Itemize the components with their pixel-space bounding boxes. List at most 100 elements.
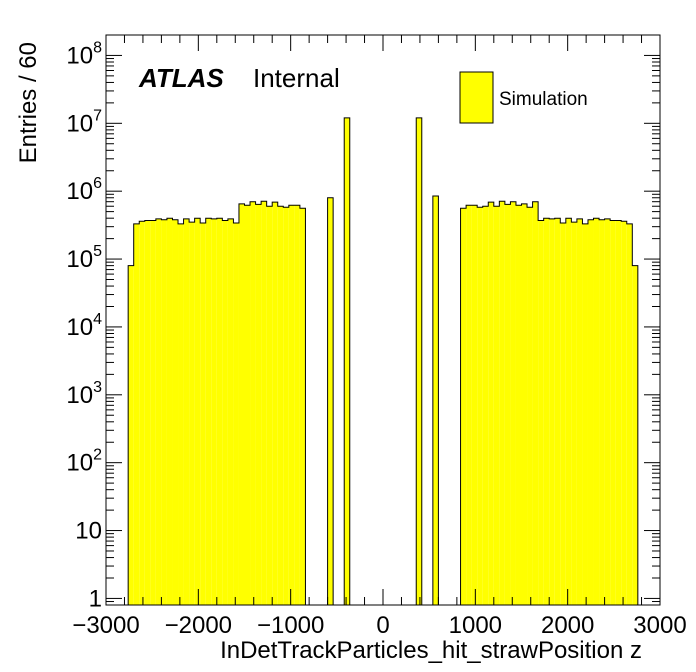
histogram-bar — [510, 201, 516, 605]
x-tick-label: 3000 — [633, 612, 686, 639]
y-tick-base: 10 — [66, 246, 93, 273]
y-tick-label: 103 — [66, 379, 102, 409]
y-tick-base: 10 — [66, 110, 93, 137]
histogram-bar — [432, 195, 439, 606]
histogram-bar — [128, 265, 134, 605]
y-tick-label: 108 — [66, 39, 102, 69]
histogram-bars — [127, 117, 639, 606]
histogram-bar — [615, 220, 622, 605]
histogram-bar — [216, 218, 223, 605]
histogram-bar — [532, 201, 539, 605]
histogram-bar — [283, 207, 289, 605]
histogram-bar — [466, 205, 472, 605]
y-tick-base: 10 — [66, 450, 93, 477]
histogram-bar — [460, 208, 467, 605]
y-tick-label: 104 — [66, 311, 102, 341]
x-tick-label: −1000 — [257, 612, 324, 639]
atlas-label: ATLAS — [138, 63, 224, 93]
histogram-bar — [571, 222, 577, 605]
x-tick-label: 2000 — [541, 612, 594, 639]
x-tick-label: −2000 — [165, 612, 232, 639]
histogram-bar — [576, 218, 583, 606]
histogram-bar — [327, 197, 334, 606]
x-tick-label: 0 — [376, 612, 389, 639]
histogram-bar — [250, 201, 256, 605]
histogram-bar — [244, 205, 251, 605]
x-tick-label: −3000 — [72, 612, 139, 639]
histogram-bar — [299, 208, 306, 605]
histogram-bar — [416, 117, 422, 605]
histogram-bar — [632, 265, 638, 605]
histogram-bar — [133, 223, 140, 605]
y-axis-title: Entries / 60 — [15, 42, 42, 163]
legend-swatch — [459, 71, 494, 124]
y-tick-base: 10 — [66, 382, 93, 409]
y-tick-base: 10 — [66, 178, 93, 205]
histogram-bar — [183, 218, 190, 606]
histogram-bar — [144, 220, 151, 605]
histogram-bar — [515, 205, 522, 605]
histogram-bar — [504, 204, 511, 606]
y-tick-label: 107 — [66, 107, 102, 137]
plot-frame — [105, 34, 661, 606]
histogram-bar — [527, 207, 533, 605]
histogram-bar — [233, 222, 239, 605]
y-tick-label: 106 — [66, 175, 102, 205]
histogram-bar — [178, 223, 184, 605]
y-tick-exponent: 5 — [93, 243, 102, 260]
histogram-bar — [344, 117, 350, 605]
histogram-bar — [587, 219, 594, 605]
y-tick-label: 1 — [89, 585, 102, 612]
histogram-bar — [499, 201, 505, 606]
histogram-outline — [127, 117, 639, 605]
histogram-bar — [626, 223, 633, 605]
y-tick-exponent: 2 — [93, 447, 102, 464]
x-tick-labels: −3000 −2000 −1000 0 1000 2000 3000 — [72, 612, 686, 639]
histogram-bar — [161, 219, 167, 605]
x-axis-title: InDetTrackParticles_hit_strawPosition z — [220, 637, 642, 664]
histogram-bar — [471, 205, 478, 605]
histogram-bar — [599, 219, 605, 605]
histogram-bar — [565, 218, 572, 605]
histogram-bar — [543, 218, 550, 605]
y-tick-label: 105 — [66, 243, 102, 273]
histogram-bar — [261, 201, 267, 606]
histogram-bar — [560, 222, 566, 605]
histogram-bar — [549, 218, 555, 606]
histogram-bar — [189, 222, 195, 605]
histogram-bar — [582, 223, 588, 605]
axis-ticks — [105, 34, 661, 606]
histogram-bar — [521, 203, 528, 605]
histogram-bar — [538, 220, 544, 605]
histogram-bar — [150, 220, 156, 605]
y-tick-exponent: 7 — [93, 107, 102, 124]
legend-label-simulation: Simulation — [499, 89, 588, 110]
histogram-bar — [211, 218, 217, 606]
y-tick-base: 10 — [66, 314, 93, 341]
histogram-bar — [294, 205, 300, 605]
histogram-bar — [255, 204, 262, 606]
y-tick-exponent: 6 — [93, 175, 102, 192]
histogram-bar — [222, 220, 228, 605]
histogram-bar — [194, 218, 201, 605]
histogram-bar — [621, 221, 627, 606]
histogram-bar — [166, 218, 173, 605]
y-tick-label: 102 — [66, 447, 102, 477]
y-tick-exponent: 3 — [93, 379, 102, 396]
y-tick-exponent: 4 — [93, 311, 102, 328]
histogram-bar — [227, 218, 234, 606]
y-tick-base: 10 — [66, 42, 93, 69]
histogram-bar — [172, 219, 179, 605]
y-tick-label: 10 — [75, 518, 102, 545]
histogram-bar — [277, 206, 284, 605]
histogram-bar — [288, 205, 295, 605]
histogram-bar — [554, 218, 561, 605]
histogram-bar — [610, 220, 616, 605]
histogram-bar — [238, 203, 245, 605]
histogram-bar — [477, 207, 483, 605]
histogram-bar — [139, 221, 145, 606]
histogram-bar — [205, 218, 212, 605]
histogram-bar — [488, 202, 494, 605]
histogram-bar — [200, 222, 206, 605]
